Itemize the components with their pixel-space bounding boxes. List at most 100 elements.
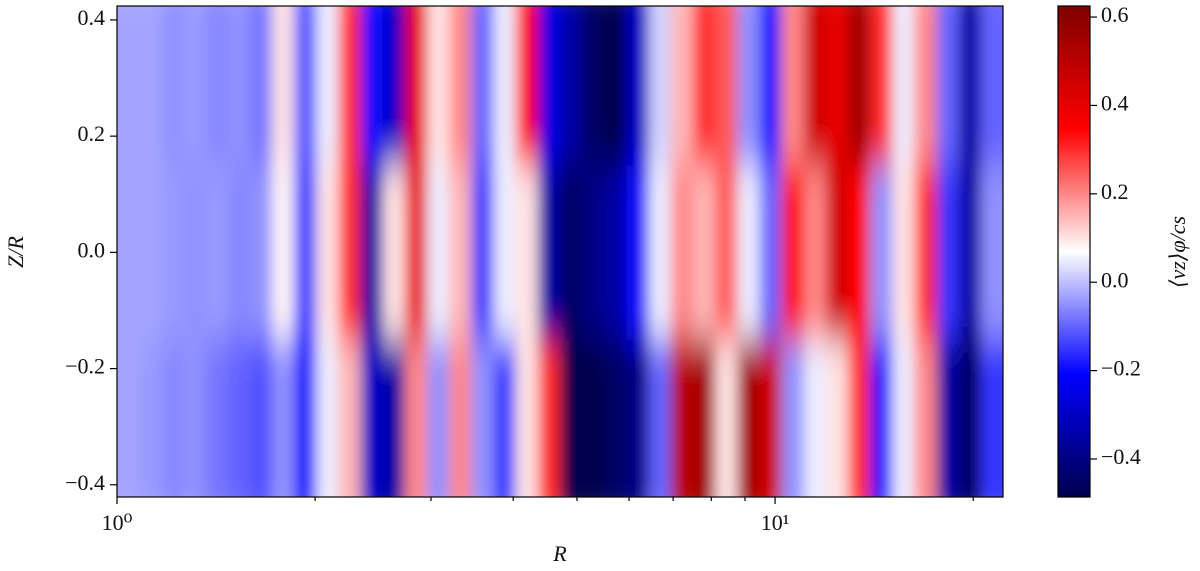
heatmap-cell (560, 339, 583, 497)
heatmap-cell (205, 165, 229, 341)
heatmap-cell (560, 6, 583, 166)
heatmap-cell (449, 339, 472, 497)
heatmap-cell (936, 339, 960, 497)
heatmap-cell (715, 339, 738, 497)
heatmap-cell (515, 6, 539, 166)
colorbar-tick-label: 0.0 (1101, 267, 1129, 292)
heatmap-cell (626, 165, 650, 341)
heatmap-cell (271, 165, 295, 341)
heatmap-cell (693, 165, 716, 341)
x-tick-label: 10¹ (761, 510, 790, 535)
heatmap-cell (892, 165, 916, 341)
heatmap-cell (870, 339, 893, 497)
heatmap-cell (294, 165, 317, 341)
heatmap-cell (493, 165, 517, 341)
heatmap-cell (338, 165, 362, 341)
heatmap-cell (338, 6, 362, 166)
colorbar-tick-label: 0.6 (1101, 2, 1129, 27)
heatmap-cell (803, 339, 827, 497)
heatmap-cell (471, 339, 495, 497)
heatmap-cell (737, 165, 760, 341)
heatmap-cell (670, 339, 694, 497)
heatmap-cell (781, 165, 805, 341)
heatmap-cell (138, 6, 162, 166)
heatmap-cell (626, 339, 650, 497)
heatmap-cell (316, 339, 340, 497)
y-tick-label: 0.2 (78, 121, 106, 146)
y-tick-label: −0.2 (65, 354, 105, 379)
heatmap-cell (183, 339, 207, 497)
heatmap-cell (382, 165, 406, 341)
colorbar-tick-label: 0.4 (1101, 90, 1129, 115)
heatmap-cell (582, 165, 605, 341)
heatmap-cell (360, 6, 384, 166)
heatmap-cell (161, 339, 185, 497)
heatmap-cell (316, 165, 340, 341)
heatmap-cell (958, 6, 982, 166)
colorbar-tick-label: −0.2 (1101, 356, 1141, 381)
heatmap-cell (604, 339, 628, 497)
heatmap-cell (427, 339, 450, 497)
heatmap-cell (870, 6, 893, 166)
heatmap-cell (161, 6, 185, 166)
heatmap-cell (360, 339, 384, 497)
heatmap-cell (138, 165, 162, 341)
heatmap-cell (271, 339, 295, 497)
heatmap-cell (914, 6, 938, 166)
heatmap-cell (825, 339, 849, 497)
heatmap-cell (981, 6, 1003, 166)
heatmap-cell (870, 165, 893, 341)
heatmap-cell (471, 165, 495, 341)
heatmap-cell (781, 339, 805, 497)
heatmap-cell (427, 6, 450, 166)
heatmap-cell (515, 165, 539, 341)
heatmap-cell (404, 6, 428, 166)
heatmap-cell (892, 339, 916, 497)
heatmap-cell (537, 6, 561, 166)
heatmap-cell (249, 165, 273, 341)
heatmap-cell (715, 6, 738, 166)
heatmap-cell (117, 6, 140, 166)
heatmap-cell (249, 339, 273, 497)
heatmap-cell (560, 165, 583, 341)
heatmap-cell (648, 6, 672, 166)
heatmap-cell (271, 6, 295, 166)
heatmap-cell (648, 339, 672, 497)
heatmap-cell (958, 339, 982, 497)
heatmap-cell (848, 165, 871, 341)
heatmap-cell (848, 339, 871, 497)
x-axis-label: R (552, 541, 567, 566)
heatmap-cell (914, 165, 938, 341)
heatmap-cell (471, 6, 495, 166)
heatmap-cell (316, 6, 340, 166)
heatmap-cell (670, 165, 694, 341)
heatmap-cell (781, 6, 805, 166)
heatmap-cell (138, 339, 162, 497)
heatmap-cell (449, 6, 472, 166)
heatmap-area (117, 6, 1003, 497)
heatmap-cell (670, 6, 694, 166)
heatmap-cell (493, 6, 517, 166)
heatmap-cell (404, 339, 428, 497)
heatmap-cell (693, 6, 716, 166)
heatmap-cell (693, 339, 716, 497)
heatmap-cell (914, 339, 938, 497)
heatmap-cell (449, 165, 472, 341)
heatmap-cell (117, 165, 140, 341)
colorbar (1057, 5, 1091, 498)
heatmap-cell (360, 165, 384, 341)
heatmap-cell (227, 165, 251, 341)
heatmap-cell (161, 165, 185, 341)
colorbar-label: ⟨vz⟩φ/cs (1165, 216, 1190, 288)
heatmap-cell (227, 339, 251, 497)
heatmap-cell (582, 6, 605, 166)
heatmap-cell (604, 165, 628, 341)
heatmap-cell (825, 165, 849, 341)
heatmap-cell (515, 339, 539, 497)
heatmap-cell (936, 6, 960, 166)
heatmap-cell (404, 165, 428, 341)
heatmap-cell (117, 339, 140, 497)
y-tick-label: −0.4 (65, 470, 105, 495)
heatmap-cell (604, 6, 628, 166)
heatmap-cell (803, 6, 827, 166)
